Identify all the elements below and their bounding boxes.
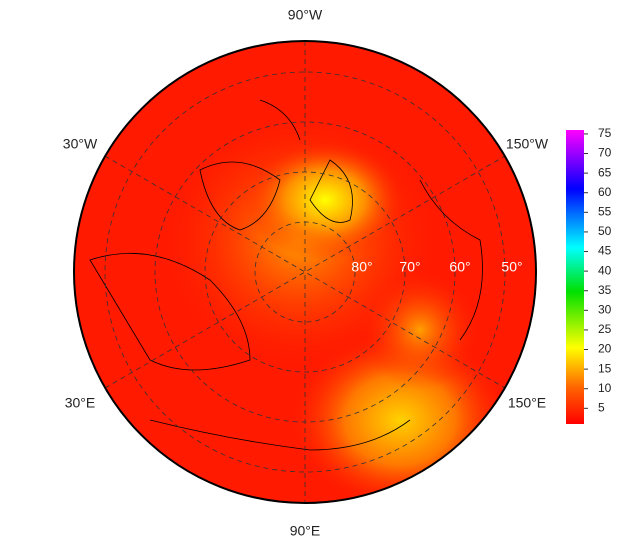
colorbar-tick-label: 50 bbox=[598, 224, 612, 238]
colorbar-tick-label: 40 bbox=[598, 263, 612, 277]
colorbar-tick-label: 65 bbox=[598, 165, 612, 179]
colorbar-tick-label: 35 bbox=[598, 283, 612, 297]
graticule bbox=[104, 41, 506, 503]
colorbar-tick-label: 10 bbox=[598, 381, 612, 395]
lon-label: 90°W bbox=[288, 7, 323, 23]
lon-label: 150°E bbox=[508, 395, 546, 411]
lat-label: 70° bbox=[399, 259, 420, 275]
colorbar-tick-label: 70 bbox=[598, 146, 612, 160]
latitude-labels: 80° 70° 60° 50° bbox=[351, 259, 522, 275]
colorbar-tick-label: 55 bbox=[598, 204, 612, 218]
colorbar bbox=[566, 130, 584, 424]
colorbar-tick-label: 5 bbox=[598, 400, 605, 414]
colorbar-tick-label: 45 bbox=[598, 244, 612, 258]
colorbar-tick-label: 20 bbox=[598, 342, 612, 356]
lat-label: 60° bbox=[449, 259, 470, 275]
longitude-labels: 90°W 30°W 150°W 30°E 150°E 90°E bbox=[63, 7, 549, 539]
lat-label: 50° bbox=[501, 259, 522, 275]
colorbar-tick-label: 75 bbox=[598, 126, 612, 140]
colorbar-tick-label: 25 bbox=[598, 322, 612, 336]
lon-label: 30°E bbox=[65, 395, 96, 411]
lon-label: 30°W bbox=[63, 136, 98, 152]
colorbar-tick-label: 60 bbox=[598, 185, 612, 199]
lon-label: 150°W bbox=[506, 136, 549, 152]
map-border bbox=[73, 40, 537, 504]
map-field bbox=[74, 41, 536, 503]
lon-label: 90°E bbox=[290, 523, 321, 539]
lat-label: 80° bbox=[351, 259, 372, 275]
colorbar-tick-label: 15 bbox=[598, 361, 612, 375]
colorbar-tick-label: 30 bbox=[598, 302, 612, 316]
